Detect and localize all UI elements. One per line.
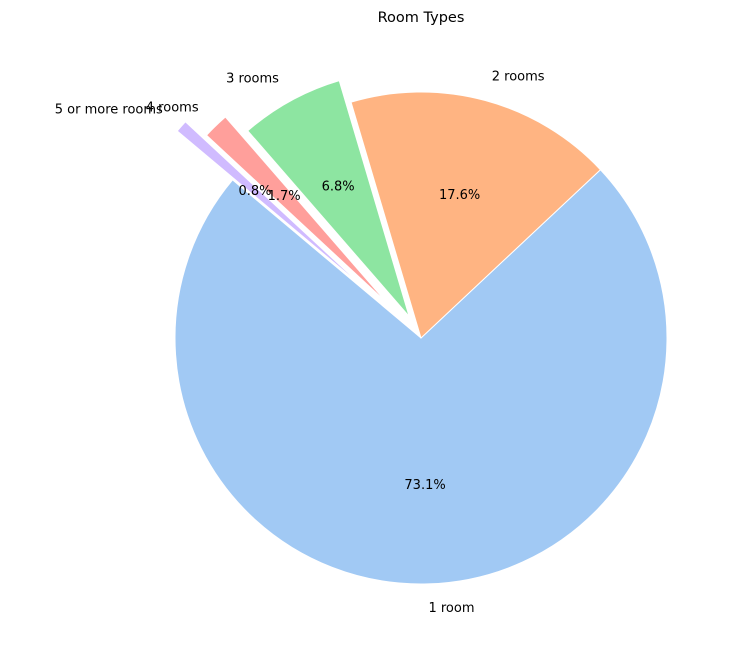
- chart-title: Room Types: [378, 10, 465, 26]
- slice-label-4-rooms: 4 rooms: [146, 101, 199, 116]
- slice-label-1-room: 1 room: [428, 601, 474, 616]
- pct-label-2-rooms: 17.6%: [439, 188, 480, 203]
- pct-label-4-rooms: 1.7%: [268, 189, 301, 204]
- labels-group: 1 room 73.1% 2 rooms 17.6% 3 rooms 6.8% 4 room…: [55, 69, 545, 616]
- pie-slice-1-room: [174, 169, 668, 585]
- pie-slice-5-or-more-rooms: [176, 121, 367, 290]
- pct-label-3-rooms: 6.8%: [322, 180, 355, 195]
- pie-slice-2-rooms: [350, 91, 602, 339]
- pct-label-5-or-more-rooms: 0.8%: [239, 184, 272, 199]
- pct-label-1-room: 73.1%: [404, 478, 445, 493]
- slice-label-2-rooms: 2 rooms: [492, 69, 545, 84]
- slice-label-5-or-more-rooms: 5 or more rooms: [55, 103, 163, 118]
- pie-slice-4-rooms: [205, 116, 388, 304]
- pie-slice-3-rooms: [247, 79, 410, 317]
- slices-group: [174, 79, 668, 585]
- slice-label-3-rooms: 3 rooms: [226, 72, 279, 87]
